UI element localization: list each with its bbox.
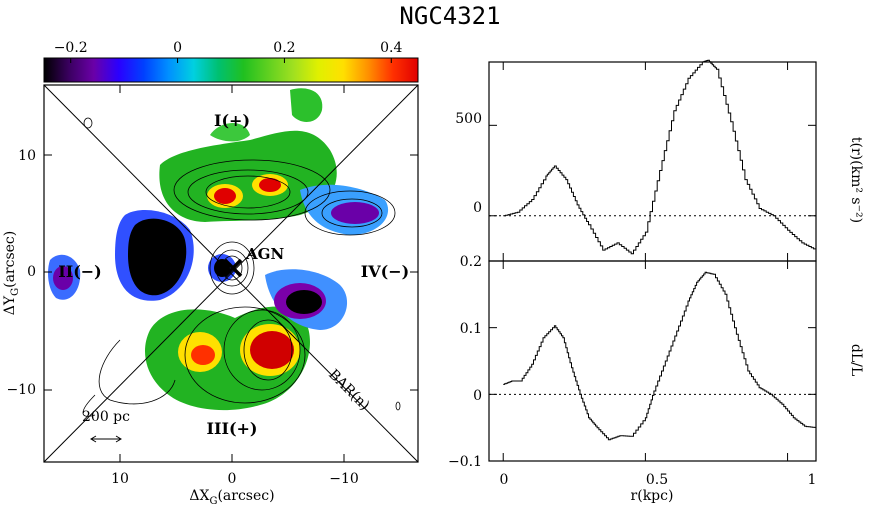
torque-y-label: t(r)(km² s⁻²) <box>848 137 864 223</box>
dLL-y-tick-0.1: 0.1 <box>460 321 482 337</box>
quadrant-I-label: I(+) <box>214 111 250 130</box>
dLL-y-tick-neg0.1: −0.1 <box>448 454 482 470</box>
map-x-label: ΔXG(arcsec) <box>189 488 274 507</box>
quadrant-III-label: III(+) <box>207 419 258 438</box>
map-y-tick-3: −10 <box>6 382 36 398</box>
map-y-tick-1: 10 <box>18 148 36 164</box>
torque-series-line <box>503 59 817 255</box>
torque-panel: 500 0 0.2 t(r)(km² s⁻²) <box>455 59 864 270</box>
region-II-west-core <box>53 266 73 290</box>
dLL-x-tick-1: 1 <box>808 472 817 488</box>
agn-marker <box>223 258 243 278</box>
hotspot-Ia <box>214 188 236 204</box>
dLL-tick-marks <box>489 261 816 462</box>
map-x-tick-3: −10 <box>329 471 359 487</box>
torque-tick-marks <box>489 62 816 261</box>
hotspot-IIIa <box>191 345 215 365</box>
figure-title: NGC4321 <box>399 2 500 30</box>
colorbar: −0.2 0 0.2 0.4 <box>43 40 419 83</box>
dLL-frame <box>488 260 817 462</box>
dLL-y-tick-0: 0 <box>473 388 482 404</box>
quadrant-IV-label: IV(−) <box>361 262 409 281</box>
dLL-y-label: dL/L <box>848 344 864 376</box>
dLL-series-line <box>503 271 817 441</box>
colorbar-tick-label: 0.4 <box>380 40 402 56</box>
colorbar-tick-label: −0.2 <box>54 40 88 56</box>
velocity-map <box>44 85 418 462</box>
torque-frame <box>488 61 817 262</box>
hotspot-Ib <box>259 178 281 192</box>
region-II-core <box>128 218 187 296</box>
map-panel: I(+) II(−) III(+) IV(−) AGN BAR(n) 200 p… <box>2 84 419 507</box>
map-x-tick-1: 10 <box>111 471 129 487</box>
hotspot-IIIb <box>250 331 294 369</box>
region-I-north <box>290 88 323 122</box>
region-I-top <box>210 122 250 142</box>
map-tick-marks <box>44 85 418 462</box>
map-y-tick-2: 0 <box>27 264 36 280</box>
colorbar-tick-label: 0 <box>173 40 182 56</box>
region-IV-core <box>286 290 322 314</box>
map-x-tick-2: 0 <box>228 471 237 487</box>
dLL-x-label: r(kpc) <box>631 488 674 504</box>
contours <box>82 117 401 417</box>
torque-y-tick-0.2: 0.2 <box>460 254 482 270</box>
dLL-panel: 0.1 0 −0.1 0 0.5 1 r(kpc) dL/L <box>448 260 864 504</box>
quadrant-II-label: II(−) <box>58 262 102 281</box>
colorbar-ticks: −0.2 0 0.2 0.4 <box>54 40 403 63</box>
bar-label: BAR(n) <box>325 367 372 414</box>
agn-label: AGN <box>245 245 284 263</box>
diagonal-line-2 <box>44 85 418 462</box>
colorbar-gradient <box>43 57 419 83</box>
scale-bar <box>90 435 122 443</box>
map-y-label: ΔYG(arcsec) <box>2 231 21 315</box>
scale-label: 200 pc <box>82 409 130 425</box>
torque-y-tick-0: 0 <box>473 200 482 216</box>
dLL-x-tick-0.5: 0.5 <box>646 472 668 488</box>
colorbar-tick-label: 0.2 <box>273 40 295 56</box>
map-frame <box>43 84 419 463</box>
region-IV-top-core <box>331 202 379 224</box>
torque-y-tick-500: 500 <box>455 111 482 127</box>
dLL-x-tick-0: 0 <box>500 472 509 488</box>
